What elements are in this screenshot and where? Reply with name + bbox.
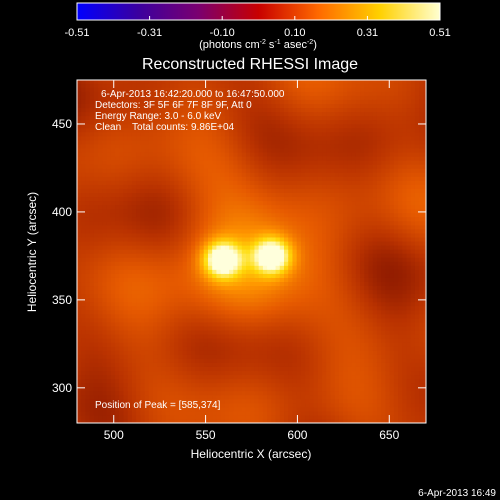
x-tick-label: 500 xyxy=(104,428,124,442)
heatmap-image xyxy=(77,80,426,423)
x-tick-label: 600 xyxy=(287,428,307,442)
y-tick-label: 300 xyxy=(52,381,72,395)
colorbar xyxy=(76,2,441,21)
x-tick-label: 650 xyxy=(379,428,399,442)
plot-frame xyxy=(76,79,427,424)
colorbar-ticks: -0.51 -0.31 -0.10 0.10 0.31 0.51 xyxy=(64,16,451,39)
colorbar-tick-label: -0.10 xyxy=(210,27,235,39)
x-tick-label: 550 xyxy=(196,428,216,442)
colorbar-tick-label: 0.10 xyxy=(284,27,305,39)
colorbar-tick-label: -0.51 xyxy=(64,27,89,39)
y-axis-label: Heliocentric Y (arcsec) xyxy=(25,192,39,312)
annotation-time-range: 6-Apr-2013 16:42:20.000 to 16:47:50.000 xyxy=(101,89,285,100)
axis-ticks: 500 550 600 650 300 350 400 450 xyxy=(52,80,426,442)
colorbar-unit-label: (photons cm-2 s-1 asec-2) xyxy=(199,39,317,51)
annotation-detectors: Detectors: 3F 5F 6F 7F 8F 9F, Att 0 xyxy=(95,100,252,111)
annotation-peak-position: Position of Peak = [585,374] xyxy=(95,400,221,411)
colorbar-tick-label: 0.51 xyxy=(429,27,450,39)
annotation-clean-counts: Clean Total counts: 9.86E+04 xyxy=(95,122,235,133)
y-tick-label: 450 xyxy=(52,117,72,131)
chart-title: Reconstructed RHESSI Image xyxy=(142,56,358,73)
timestamp: 6-Apr-2013 16:49 xyxy=(418,488,496,499)
colorbar-tick-label: -0.31 xyxy=(137,27,162,39)
annotation-energy-range: Energy Range: 3.0 - 6.0 keV xyxy=(95,111,222,122)
colorbar-tick-label: 0.31 xyxy=(357,27,378,39)
y-tick-label: 400 xyxy=(52,205,72,219)
x-axis-label: Heliocentric X (arcsec) xyxy=(191,447,312,461)
y-tick-label: 350 xyxy=(52,293,72,307)
